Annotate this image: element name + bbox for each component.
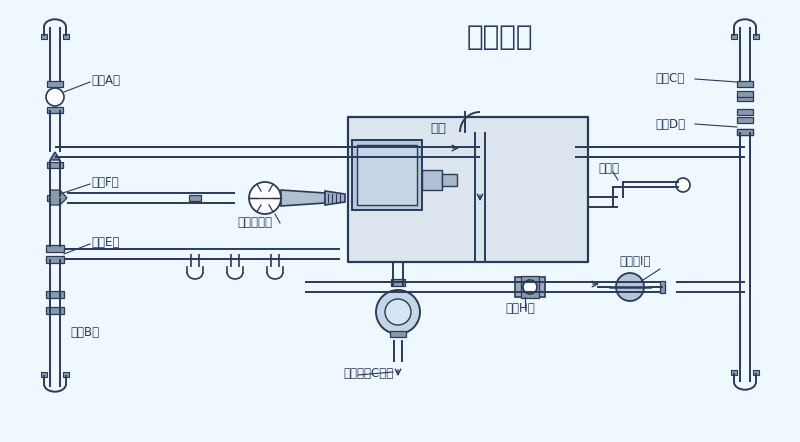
- Bar: [753, 370, 759, 375]
- Polygon shape: [50, 190, 67, 205]
- Bar: [47, 195, 63, 201]
- Bar: [731, 370, 737, 375]
- Circle shape: [385, 299, 411, 325]
- Bar: [753, 34, 759, 39]
- Bar: [189, 195, 201, 201]
- Bar: [348, 117, 588, 262]
- Bar: [737, 129, 753, 135]
- Bar: [63, 34, 69, 39]
- Bar: [357, 145, 417, 205]
- Bar: [422, 170, 442, 190]
- Bar: [46, 290, 64, 297]
- Bar: [731, 34, 737, 39]
- Bar: [442, 174, 457, 186]
- Polygon shape: [50, 152, 60, 160]
- Text: 水泵加水: 水泵加水: [466, 23, 534, 51]
- Text: 球阀C关: 球阀C关: [655, 72, 684, 85]
- Text: 球阀A关: 球阀A关: [91, 73, 120, 87]
- Bar: [737, 117, 753, 123]
- Text: 罐体口: 罐体口: [598, 162, 619, 175]
- Bar: [46, 306, 64, 313]
- Text: 球阀F关: 球阀F关: [91, 175, 118, 188]
- Polygon shape: [281, 190, 325, 206]
- Bar: [41, 372, 47, 377]
- Text: 消防栓I关: 消防栓I关: [619, 255, 650, 268]
- Circle shape: [523, 280, 537, 294]
- Bar: [47, 81, 63, 87]
- Circle shape: [46, 88, 64, 106]
- Circle shape: [616, 273, 644, 301]
- Text: 水泵: 水泵: [430, 122, 446, 134]
- Bar: [41, 34, 47, 39]
- Bar: [47, 107, 63, 113]
- Bar: [737, 129, 753, 135]
- Bar: [46, 244, 64, 251]
- Text: 洒水炮出口: 洒水炮出口: [238, 216, 273, 229]
- Bar: [515, 277, 545, 297]
- Bar: [737, 109, 753, 115]
- Bar: [63, 372, 69, 377]
- Bar: [390, 331, 406, 337]
- Text: 球阀B关: 球阀B关: [70, 325, 99, 339]
- Bar: [737, 95, 753, 101]
- Bar: [391, 278, 405, 286]
- Text: 球阀D关: 球阀D关: [655, 118, 685, 130]
- Circle shape: [249, 182, 281, 214]
- Circle shape: [376, 290, 420, 334]
- Bar: [521, 276, 539, 298]
- Bar: [352, 140, 422, 210]
- Polygon shape: [325, 191, 345, 205]
- Text: 球阀E关: 球阀E关: [91, 236, 119, 248]
- Bar: [659, 281, 665, 293]
- Circle shape: [676, 178, 690, 192]
- Text: 三通球阀C加水: 三通球阀C加水: [343, 367, 394, 380]
- Bar: [737, 81, 753, 87]
- Bar: [46, 255, 64, 263]
- Bar: [737, 91, 753, 97]
- Bar: [47, 162, 63, 168]
- Text: 球阀H开: 球阀H开: [505, 302, 534, 315]
